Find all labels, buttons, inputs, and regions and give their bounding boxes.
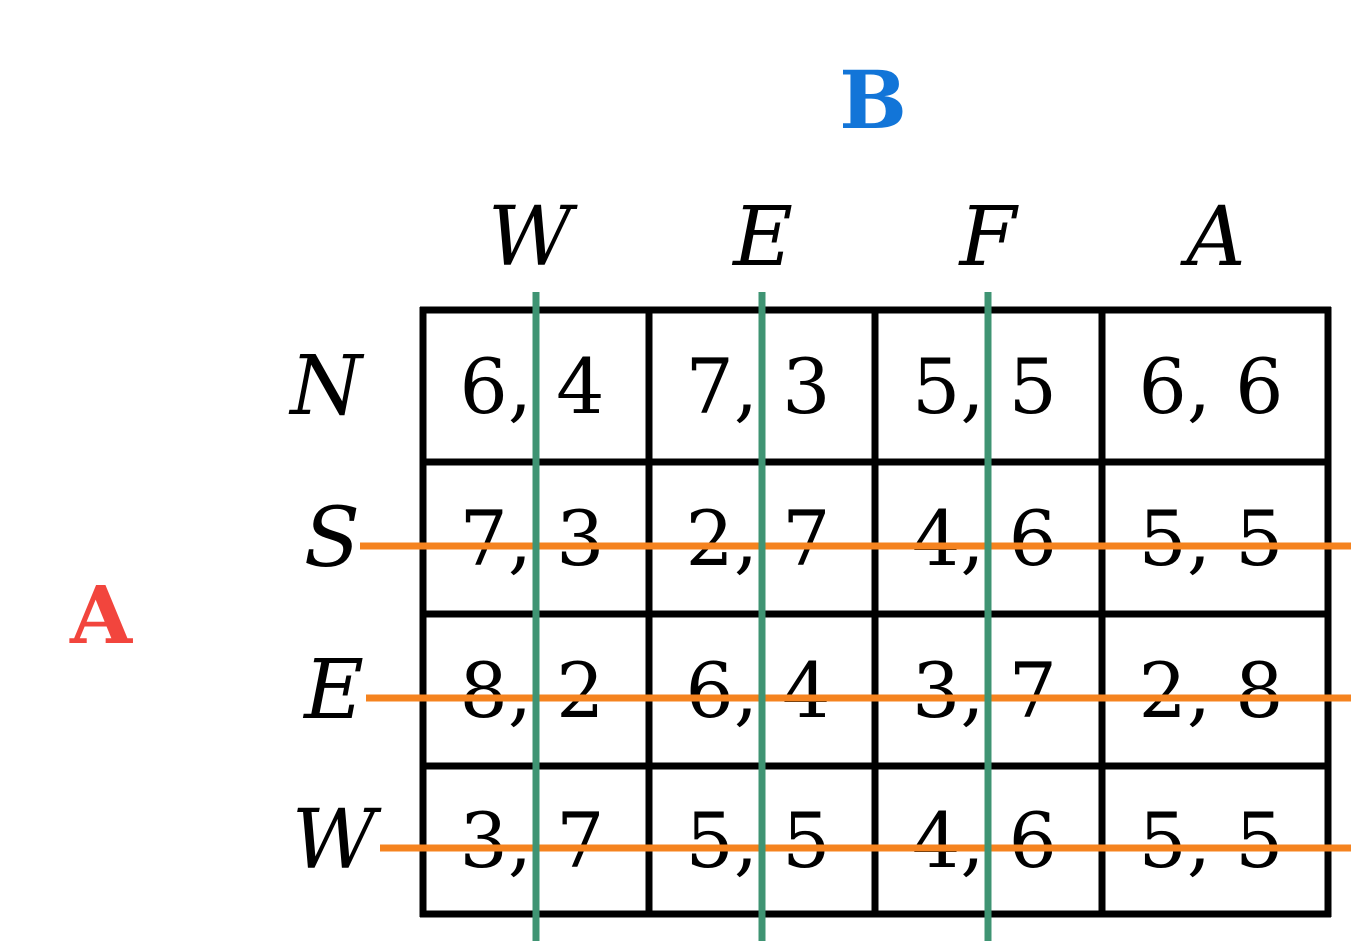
column-strike-lines xyxy=(532,292,992,941)
payoff-cell: 5, 5 xyxy=(1138,796,1283,885)
row-strategy-n-0: N xyxy=(288,339,365,434)
row-strike-lines xyxy=(360,542,1351,852)
payoff-cell: 5, 5 xyxy=(1138,494,1283,583)
payoff-cell: 6, 4 xyxy=(459,342,604,431)
payoff-cell: 8, 2 xyxy=(459,646,604,735)
player-a-label: A xyxy=(69,568,133,662)
payoff-cell: 2, 7 xyxy=(685,494,830,583)
col-strategy-e-1: E xyxy=(731,190,793,285)
col-strategy-w-0: W xyxy=(488,190,578,285)
row-strategy-w-3: W xyxy=(292,793,382,888)
payoff-cell: 7, 3 xyxy=(685,342,830,431)
row-strategy-e-2: E xyxy=(302,643,364,738)
player-b-label: B xyxy=(839,53,907,147)
payoff-cell: 2, 8 xyxy=(1138,646,1283,735)
payoff-cell: 3, 7 xyxy=(459,796,604,885)
payoff-cells: 6, 4 7, 3 5, 5 6, 67, 3 2, 7 4, 6 5, 58, 2 6, 4… xyxy=(459,342,1283,885)
col-strategy-f-2: F xyxy=(958,190,1020,285)
matrix-grid xyxy=(419,306,1332,918)
payoff-cell: 6, 4 xyxy=(685,646,830,735)
payoff-cell: 5, 5 xyxy=(685,796,830,885)
col-strategy-a-3: A xyxy=(1179,190,1245,285)
row-strategy-s-1: S xyxy=(304,491,360,586)
payoff-cell: 6, 6 xyxy=(1138,342,1283,431)
payoff-cell: 7, 3 xyxy=(459,494,604,583)
